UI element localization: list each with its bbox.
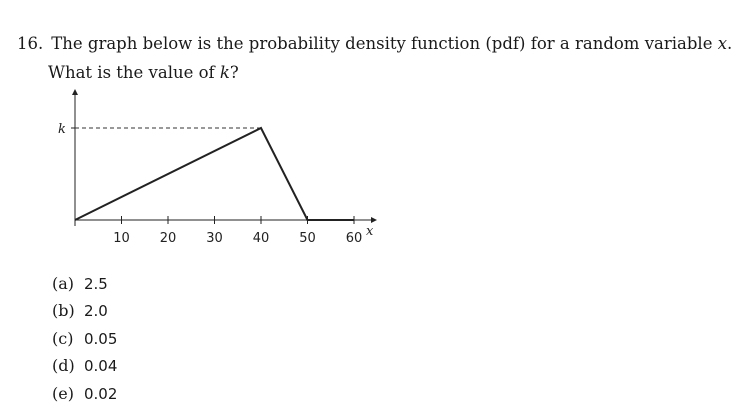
variable-x: x xyxy=(717,34,728,53)
pdf-line xyxy=(74,126,354,221)
choice-label: (b) xyxy=(52,301,75,321)
prompt-end: ? xyxy=(229,63,239,82)
choice-value: 2.5 xyxy=(84,275,108,293)
x-tick-label: 10 xyxy=(113,231,130,246)
choice-e[interactable]: (e) 0.02 xyxy=(52,380,117,407)
x-axis-label: x xyxy=(366,224,374,239)
choice-label: (e) xyxy=(52,383,74,403)
choice-label: (c) xyxy=(52,328,74,348)
choice-b[interactable]: (b) 2.0 xyxy=(52,297,117,324)
y-axis-label-k: k xyxy=(58,122,66,137)
choice-label: (a) xyxy=(52,274,75,293)
variable-k: k xyxy=(219,63,230,82)
question-prompt: What is the value of k? xyxy=(48,63,239,82)
choice-d[interactable]: (d) 0.04 xyxy=(52,352,117,379)
x-tick-label: 30 xyxy=(206,231,223,246)
question-number: 16. xyxy=(17,34,44,53)
choice-label: (d) xyxy=(52,356,75,376)
x-tick-label: 50 xyxy=(299,231,316,246)
choice-value: 0.02 xyxy=(84,384,118,403)
choice-value: 0.04 xyxy=(84,357,118,376)
question-text-main: The graph below is the probability densi… xyxy=(51,34,718,53)
question-text-end: . xyxy=(727,34,733,53)
prompt-text: What is the value of xyxy=(48,63,220,82)
x-tick-label: 60 xyxy=(346,231,363,246)
choice-value: 2.0 xyxy=(84,302,108,321)
x-tick-label: 40 xyxy=(253,231,270,246)
choice-c[interactable]: (c) 0.05 xyxy=(52,325,117,352)
x-tick-label: 20 xyxy=(160,231,177,246)
x-axis-ticks: 10 20 30 40 50 60 xyxy=(113,216,362,246)
choice-value: 0.05 xyxy=(84,329,118,348)
choice-a[interactable]: (a) 2.5 xyxy=(52,270,117,297)
answer-choices: (a) 2.5 (b) 2.0 (c) 0.05 (d) 0.04 (e) 0.02 xyxy=(52,270,117,407)
question-text: 16. The graph below is the probability de… xyxy=(17,34,732,53)
